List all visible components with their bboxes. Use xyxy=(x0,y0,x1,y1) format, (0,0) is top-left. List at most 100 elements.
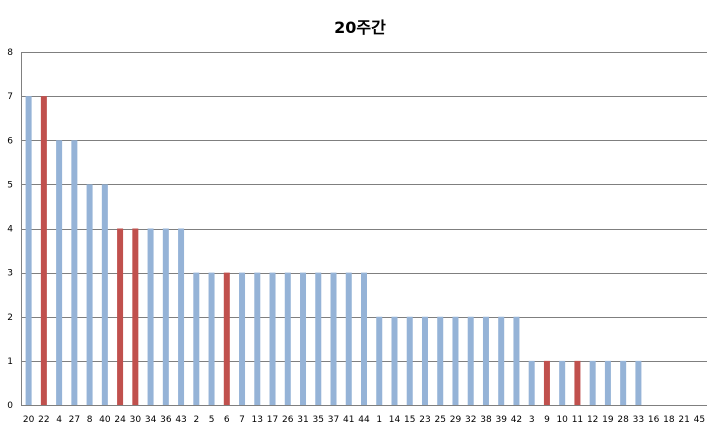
bars xyxy=(25,96,642,405)
bar-5 xyxy=(208,272,215,405)
x-tick-label: 27 xyxy=(69,415,80,425)
bar-36 xyxy=(162,228,169,405)
x-tick-label: 25 xyxy=(434,415,445,425)
bar-32 xyxy=(467,316,474,405)
x-tick-label: 42 xyxy=(511,415,522,425)
x-axis-ticks: 20 22 4 27 8 40 24 30 34 36 43 2 5 6 7 13 17 26 31 35 37 41 44… xyxy=(23,415,705,425)
x-tick-label: 41 xyxy=(343,415,354,425)
bar-35 xyxy=(315,272,322,405)
x-tick-label: 4 xyxy=(56,415,62,425)
bar-33 xyxy=(635,360,642,405)
x-tick-label: 11 xyxy=(572,415,583,425)
bar-24 xyxy=(117,228,124,405)
x-tick-label: 7 xyxy=(239,415,245,425)
x-tick-label: 28 xyxy=(617,415,629,425)
x-tick-label: 34 xyxy=(145,415,157,425)
chart-title: 20주간 xyxy=(334,18,386,37)
bar-27 xyxy=(71,140,78,405)
x-tick-label: 44 xyxy=(358,415,370,425)
y-tick-label: 7 xyxy=(7,92,13,102)
bar-10 xyxy=(559,360,566,405)
x-tick-label: 35 xyxy=(313,415,324,425)
x-tick-label: 12 xyxy=(587,415,598,425)
bar-28 xyxy=(620,360,627,405)
bar-2 xyxy=(193,272,200,405)
x-tick-label: 45 xyxy=(694,415,705,425)
y-tick-label: 1 xyxy=(7,357,13,367)
x-tick-label: 14 xyxy=(389,415,401,425)
bar-14 xyxy=(391,316,398,405)
y-tick-label: 2 xyxy=(7,313,13,323)
bar-17 xyxy=(269,272,276,405)
bar-11 xyxy=(574,360,581,405)
bar-7 xyxy=(239,272,246,405)
bar-19 xyxy=(604,360,611,405)
x-tick-label: 21 xyxy=(678,415,689,425)
bar-8 xyxy=(86,184,93,405)
x-tick-label: 13 xyxy=(252,415,263,425)
y-tick-label: 3 xyxy=(7,269,13,279)
x-tick-label: 20 xyxy=(23,415,35,425)
x-tick-label: 1 xyxy=(376,415,382,425)
x-tick-label: 43 xyxy=(175,415,186,425)
x-tick-label: 40 xyxy=(99,415,111,425)
y-tick-label: 8 xyxy=(7,48,13,58)
y-tick-label: 0 xyxy=(7,401,13,411)
bar-39 xyxy=(498,316,505,405)
x-tick-label: 33 xyxy=(633,415,644,425)
bar-38 xyxy=(482,316,489,405)
bar-12 xyxy=(589,360,596,405)
x-tick-label: 38 xyxy=(480,415,492,425)
y-tick-label: 6 xyxy=(7,136,13,146)
x-tick-label: 31 xyxy=(297,415,308,425)
bar-20 xyxy=(25,96,32,405)
x-tick-label: 3 xyxy=(529,415,535,425)
x-tick-label: 32 xyxy=(465,415,476,425)
x-tick-label: 29 xyxy=(450,415,462,425)
bar-6 xyxy=(223,272,230,405)
bar-44 xyxy=(361,272,367,405)
bar-9 xyxy=(543,360,550,405)
bar-41 xyxy=(345,272,352,405)
x-tick-label: 8 xyxy=(87,415,93,425)
bar-23 xyxy=(421,316,428,405)
bar-29 xyxy=(452,316,459,405)
bar-3 xyxy=(528,360,535,405)
bar-31 xyxy=(300,272,307,405)
bar-15 xyxy=(406,316,413,405)
bar-13 xyxy=(254,272,261,405)
bar-37 xyxy=(330,272,337,405)
x-tick-label: 10 xyxy=(556,415,568,425)
x-tick-label: 30 xyxy=(130,415,142,425)
x-tick-label: 22 xyxy=(38,415,49,425)
bar-26 xyxy=(284,272,291,405)
bar-4 xyxy=(56,140,63,405)
x-tick-label: 5 xyxy=(209,415,215,425)
x-tick-label: 39 xyxy=(495,415,507,425)
y-tick-label: 5 xyxy=(7,180,13,190)
bar-40 xyxy=(101,184,108,405)
x-tick-label: 15 xyxy=(404,415,415,425)
x-tick-label: 37 xyxy=(328,415,339,425)
bar-30 xyxy=(132,228,139,405)
x-tick-label: 17 xyxy=(267,415,278,425)
bar-34 xyxy=(147,228,154,405)
x-tick-label: 36 xyxy=(160,415,172,425)
x-tick-label: 24 xyxy=(114,415,126,425)
bar-22 xyxy=(40,96,47,405)
bar-1 xyxy=(376,316,383,405)
y-tick-label: 4 xyxy=(7,225,13,235)
x-tick-label: 23 xyxy=(419,415,430,425)
bar-25 xyxy=(437,316,444,405)
bar-43 xyxy=(178,228,185,405)
x-tick-label: 19 xyxy=(602,415,614,425)
y-axis-ticks: 0 1 2 3 4 5 6 7 8 xyxy=(7,48,13,411)
x-tick-label: 6 xyxy=(224,415,230,425)
x-tick-label: 18 xyxy=(663,415,675,425)
x-tick-label: 2 xyxy=(193,415,199,425)
x-tick-label: 16 xyxy=(648,415,660,425)
bar-42 xyxy=(513,316,520,405)
x-tick-label: 9 xyxy=(544,415,550,425)
